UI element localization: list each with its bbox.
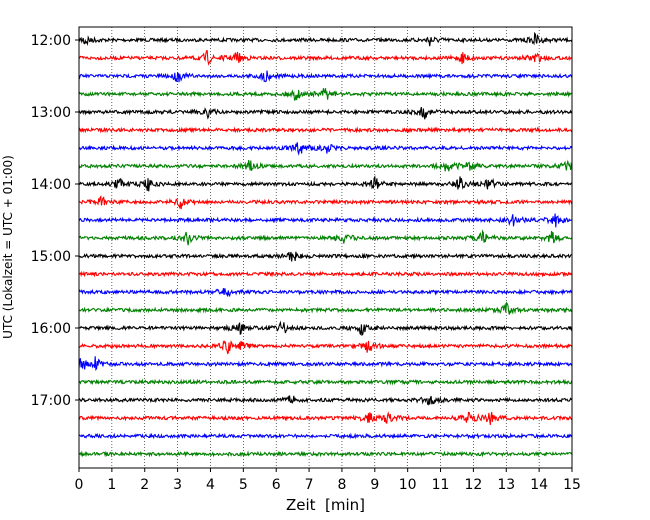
y-tick-label: 17:00 (31, 393, 71, 409)
trace-1400 (78, 175, 573, 192)
trace-1215 (78, 50, 573, 66)
y-tick-label: 13:00 (31, 105, 71, 121)
x-tick-label: 3 (173, 477, 182, 493)
trace-1315 (78, 126, 573, 134)
x-tick-label: 6 (272, 477, 281, 493)
trace-1645 (78, 378, 573, 386)
x-tick-label: 8 (337, 477, 346, 493)
y-tick-label: 12:00 (31, 33, 71, 49)
y-axis-label: UTC (Lokalzeit = UTC + 01:00) (1, 155, 15, 339)
x-tick-label: 10 (399, 477, 417, 493)
trace-1500 (78, 251, 573, 262)
trace-1330 (78, 142, 573, 156)
x-tick-label: 9 (370, 477, 379, 493)
trace-1530 (78, 288, 573, 298)
trace-1615 (78, 340, 573, 355)
trace-1430 (78, 213, 573, 228)
x-tick-label: 14 (530, 477, 548, 493)
trace-1200 (78, 31, 573, 47)
trace-1445 (78, 229, 573, 246)
y-tick-label: 14:00 (31, 177, 71, 193)
trace-1745 (78, 450, 573, 458)
x-tick-label: 12 (464, 477, 482, 493)
x-axis-ticks: 0 1 2 3 4 5 6 7 8 9 10 11 12 13 14 15 (75, 468, 581, 493)
x-tick-label: 1 (107, 477, 116, 493)
x-tick-label: 0 (75, 477, 84, 493)
x-tick-label: 5 (239, 477, 248, 493)
x-tick-label: 7 (305, 477, 314, 493)
x-tick-label: 11 (432, 477, 450, 493)
y-tick-label: 16:00 (31, 321, 71, 337)
trace-1230 (78, 70, 573, 83)
trace-1545 (78, 301, 573, 315)
x-axis-label: Zeit [min] (286, 496, 365, 514)
trace-1700 (78, 395, 573, 406)
y-tick-label: 15:00 (31, 249, 71, 265)
x-tick-label: 2 (140, 477, 149, 493)
trace-1630 (78, 356, 573, 372)
trace-1515 (78, 270, 573, 278)
plot-frame (78, 26, 573, 469)
trace-1415 (78, 195, 573, 210)
seismic-traces (78, 31, 573, 458)
trace-1245 (78, 88, 573, 101)
trace-1715 (78, 411, 573, 425)
trace-1730 (78, 432, 573, 440)
x-tick-label: 13 (497, 477, 515, 493)
x-tick-label: 15 (563, 477, 581, 493)
trace-1600 (78, 320, 573, 337)
y-axis-ticks: 12:00 13:00 14:00 15:00 16:00 17:00 (31, 33, 79, 409)
trace-1345 (78, 159, 573, 172)
plot-background (79, 27, 572, 468)
x-tick-label: 4 (206, 477, 215, 493)
trace-1300 (78, 106, 573, 120)
